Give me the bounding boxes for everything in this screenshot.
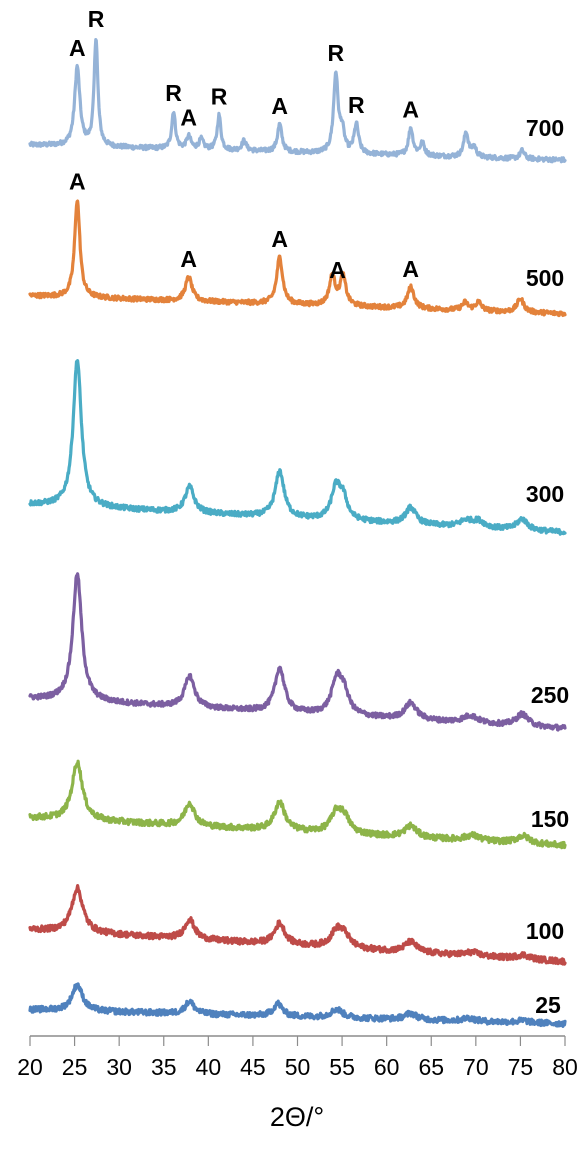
- series-150-line: [28, 759, 567, 850]
- x-axis-title: 2Θ/°: [270, 1102, 324, 1132]
- x-tick-label: 20: [17, 1054, 43, 1080]
- x-tick-label: 45: [240, 1054, 266, 1080]
- series-layer: [28, 38, 567, 1028]
- series-500-line: [28, 199, 567, 318]
- peak-label-a: A: [329, 257, 346, 283]
- series-25-line: [28, 982, 567, 1028]
- x-tick-label: 70: [463, 1054, 489, 1080]
- peak-label-a: A: [69, 169, 86, 195]
- peak-label-r: R: [348, 92, 365, 118]
- series-150-label: 150: [531, 806, 569, 832]
- x-tick-label: 50: [285, 1054, 311, 1080]
- peak-label-a: A: [69, 35, 86, 61]
- series-300-line: [28, 359, 567, 536]
- x-tick-label: 80: [552, 1054, 578, 1080]
- x-axis: 20 25 30 35 40 45 50 55 60 65 70 75 80: [17, 1035, 578, 1080]
- peak-label-a: A: [271, 93, 288, 119]
- x-tick-label: 25: [62, 1054, 88, 1080]
- peak-label-a: A: [180, 246, 197, 272]
- peak-label-r: R: [211, 84, 228, 110]
- series-100-label: 100: [526, 918, 564, 944]
- x-tick-label: 40: [196, 1054, 222, 1080]
- peak-label-r: R: [327, 40, 344, 66]
- series-25-label: 25: [535, 992, 561, 1018]
- series-250-label: 250: [531, 682, 569, 708]
- x-tick-label: 30: [106, 1054, 132, 1080]
- x-tick-label: 65: [418, 1054, 444, 1080]
- peak-label-a: A: [402, 96, 419, 122]
- x-tick-label: 60: [374, 1054, 400, 1080]
- series-500-label: 500: [526, 265, 564, 291]
- series-700-line: [28, 38, 567, 164]
- peak-label-a: A: [402, 256, 419, 282]
- peak-label-a: A: [271, 226, 288, 252]
- series-700-label: 700: [526, 115, 564, 141]
- x-tick-label: 75: [508, 1054, 534, 1080]
- x-tick-label: 55: [329, 1054, 355, 1080]
- series-100-line: [28, 884, 567, 966]
- peak-label-r: R: [88, 6, 105, 32]
- series-250-line: [28, 572, 567, 732]
- x-tick-label: 35: [151, 1054, 177, 1080]
- series-300-label: 300: [526, 481, 564, 507]
- peak-label-a: A: [180, 104, 197, 130]
- peak-label-r: R: [165, 80, 182, 106]
